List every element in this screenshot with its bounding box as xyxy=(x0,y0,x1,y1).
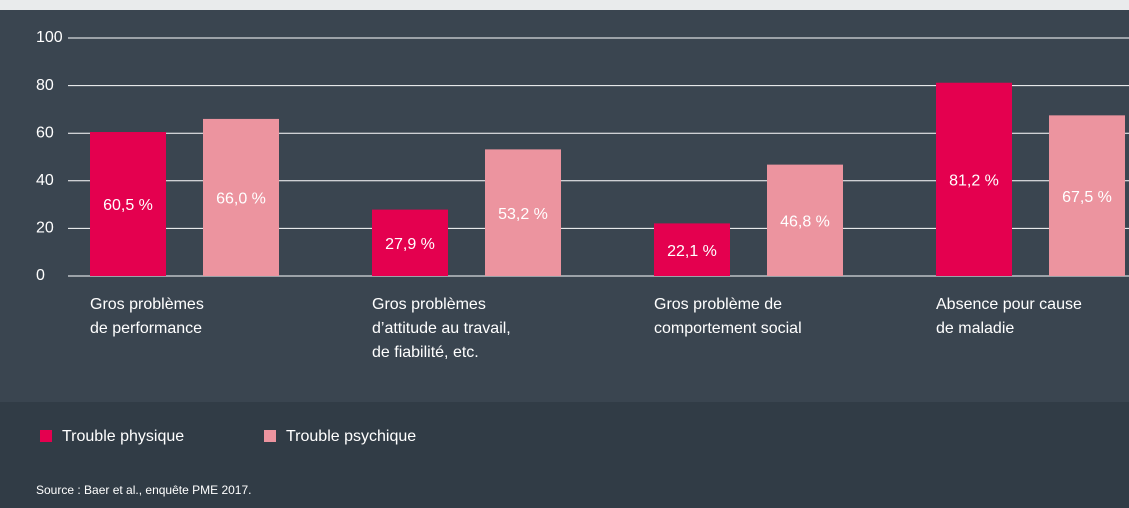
value-label: 53,2 % xyxy=(498,206,548,223)
bar xyxy=(767,164,843,276)
y-tick-label: 0 xyxy=(36,267,45,284)
x-tick-label: de performance xyxy=(90,320,202,337)
x-tick-label: comportement social xyxy=(654,320,802,337)
value-label: 46,8 % xyxy=(780,214,830,231)
value-label: 67,5 % xyxy=(1062,189,1112,206)
legend-label: Trouble physique xyxy=(62,428,184,445)
y-tick-label: 60 xyxy=(36,124,54,141)
x-tick-label: de maladie xyxy=(936,320,1014,337)
bar xyxy=(485,149,561,276)
legend-swatch xyxy=(40,430,52,442)
y-tick-label: 40 xyxy=(36,172,54,189)
value-label: 27,9 % xyxy=(385,236,435,253)
x-tick-label: Gros problèmes xyxy=(372,296,486,313)
bar xyxy=(654,223,730,276)
x-tick-label: Gros problèmes xyxy=(90,296,204,313)
x-tick-label: de fiabilité, etc. xyxy=(372,344,479,361)
bar xyxy=(936,82,1012,276)
legend-label: Trouble psychique xyxy=(286,428,416,445)
value-label: 60,5 % xyxy=(103,197,153,214)
legend-swatch xyxy=(264,430,276,442)
value-label: 22,1 % xyxy=(667,243,717,260)
top-strip xyxy=(0,0,1129,10)
y-tick-label: 80 xyxy=(36,77,54,94)
bar xyxy=(203,118,279,276)
bar xyxy=(372,209,448,276)
bar xyxy=(1049,115,1125,276)
y-tick-label: 20 xyxy=(36,220,54,237)
x-tick-label: Gros problème de xyxy=(654,296,782,313)
source: Source : Baer et al., enquête PME 2017. xyxy=(36,483,251,497)
x-tick-label: Absence pour cause xyxy=(936,296,1082,313)
bar xyxy=(90,132,166,276)
x-tick-label: d’attitude au travail, xyxy=(372,320,511,337)
footer-background xyxy=(0,402,1129,508)
y-tick-label: 100 xyxy=(36,29,63,46)
value-label: 66,0 % xyxy=(216,191,266,208)
value-label: 81,2 % xyxy=(949,173,999,190)
